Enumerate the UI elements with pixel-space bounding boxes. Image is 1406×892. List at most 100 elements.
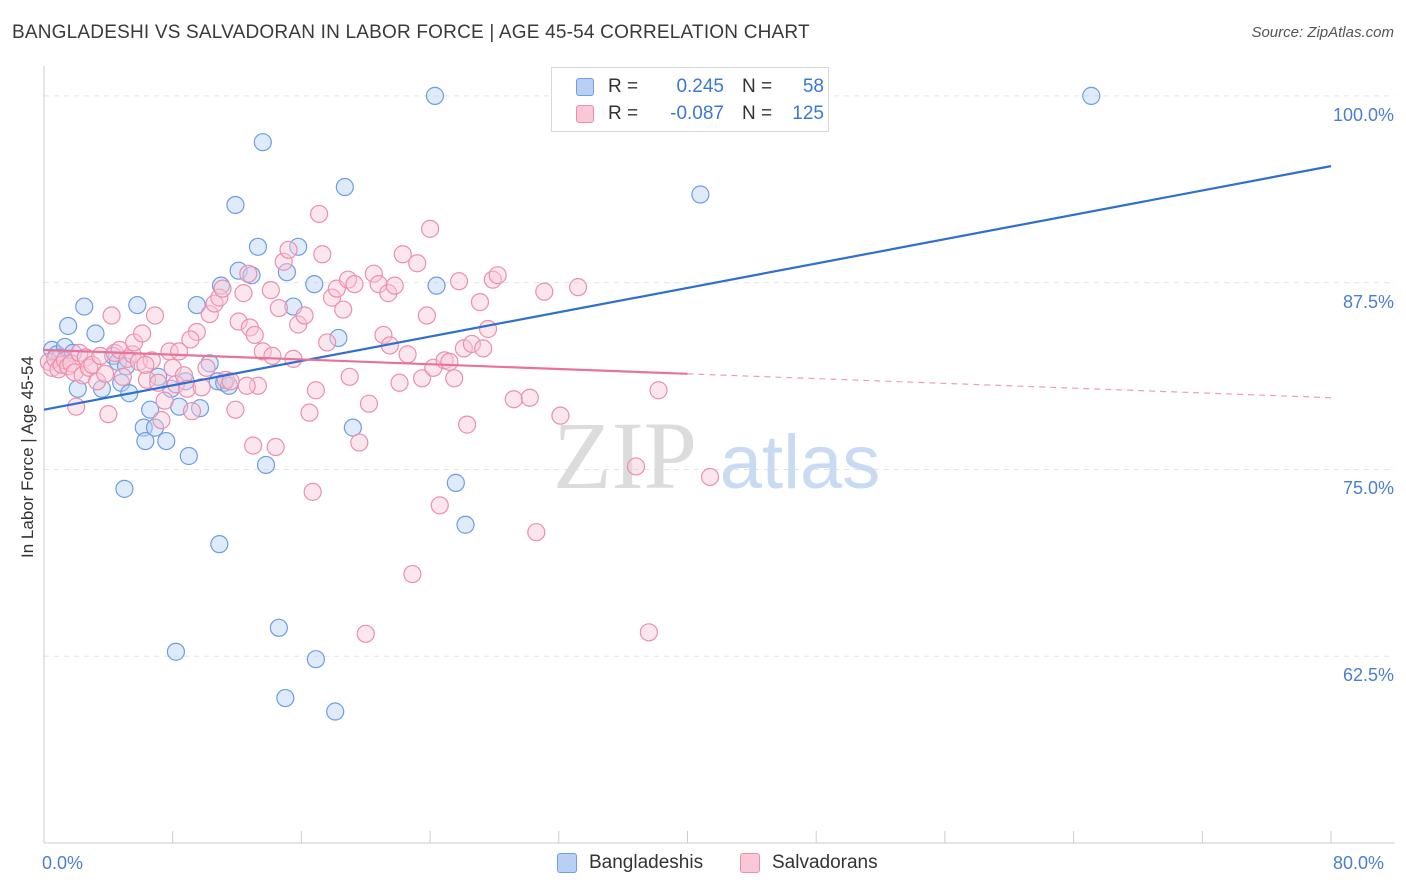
legend-swatch-salvadorans — [740, 853, 760, 873]
point-salvadorans — [253, 342, 272, 361]
legend-swatch-bangladeshis — [557, 853, 577, 873]
point-salvadorans — [374, 325, 393, 345]
point-bangladeshis — [276, 688, 295, 708]
point-bangladeshis — [326, 702, 345, 721]
point-salvadorans — [390, 373, 409, 392]
legend-item-salvadorans[interactable]: Salvadorans — [740, 852, 878, 874]
point-salvadorans — [359, 394, 379, 413]
point-bangladeshis — [86, 324, 105, 343]
legend-item-bangladeshis[interactable]: Bangladeshis — [557, 852, 703, 874]
point-salvadorans — [364, 264, 383, 283]
point-salvadorans — [269, 298, 288, 318]
point-bangladeshis — [1082, 86, 1101, 105]
trend-line-salvadorans — [43, 348, 688, 375]
y-tick-label: 100.0% — [1332, 104, 1394, 125]
point-salvadorans — [244, 436, 263, 455]
point-salvadorans — [379, 284, 398, 303]
point-bangladeshis — [226, 195, 245, 215]
point-salvadorans — [234, 284, 253, 303]
point-salvadorans — [182, 402, 202, 421]
point-salvadorans — [398, 345, 417, 364]
chart-title: BANGLADESHI VS SALVADORAN IN LABOR FORCE… — [12, 22, 810, 43]
watermark-atlas: atlas — [720, 420, 881, 505]
point-salvadorans — [322, 288, 342, 307]
point-bangladeshis — [59, 316, 78, 336]
point-bangladeshis — [456, 515, 475, 534]
point-salvadorans — [639, 623, 658, 642]
point-bangladeshis — [277, 263, 297, 282]
point-salvadorans — [145, 306, 165, 325]
point-bangladeshis — [256, 455, 276, 475]
point-bangladeshis — [343, 418, 362, 437]
point-salvadorans — [300, 403, 319, 422]
watermark-zip: ZIP — [553, 402, 697, 509]
point-salvadorans — [458, 415, 477, 434]
point-bangladeshis — [305, 275, 324, 294]
point-bangladeshis — [691, 185, 710, 204]
legend-swatch-salvadorans — [576, 105, 594, 123]
y-axis-label: In Labor Force | Age 45-54 — [18, 356, 37, 558]
point-salvadorans — [152, 411, 171, 430]
point-salvadorans — [309, 204, 329, 224]
point-salvadorans — [430, 496, 449, 515]
point-salvadorans — [181, 330, 200, 349]
point-bangladeshis — [427, 276, 446, 295]
point-salvadorans — [626, 457, 646, 476]
watermark: ZIP atlas — [553, 402, 880, 509]
point-bangladeshis — [128, 295, 147, 315]
point-salvadorans — [478, 319, 498, 339]
point-salvadorans — [261, 281, 280, 300]
point-salvadorans — [197, 358, 216, 377]
point-salvadorans — [187, 322, 206, 342]
point-bangladeshis — [141, 400, 160, 419]
x-tick-label-min: 0.0% — [42, 853, 84, 873]
axes — [43, 66, 1395, 844]
y-tick-label: 62.5% — [1342, 665, 1394, 686]
point-salvadorans — [403, 564, 422, 584]
point-salvadorans — [318, 333, 337, 352]
point-salvadorans — [133, 324, 152, 343]
point-salvadorans — [295, 306, 314, 325]
point-salvadorans — [155, 391, 174, 410]
point-salvadorans — [474, 339, 493, 358]
legend-n-value: 58 — [802, 76, 824, 97]
point-salvadorans — [178, 379, 197, 398]
point-salvadorans — [313, 245, 332, 264]
point-salvadorans — [449, 272, 469, 291]
point-bangladeshis — [215, 373, 234, 392]
point-salvadorans — [96, 364, 115, 383]
point-salvadorans — [102, 306, 121, 325]
point-bangladeshis — [306, 650, 325, 669]
legend-swatch-bangladeshis — [576, 78, 594, 96]
point-bangladeshis — [248, 237, 268, 256]
point-bangladeshis — [75, 297, 94, 316]
point-salvadorans — [306, 381, 325, 400]
point-salvadorans — [334, 300, 353, 319]
point-salvadorans — [67, 397, 86, 416]
series-legend: Bangladeshis Salvadorans — [0, 852, 1406, 878]
point-salvadorans — [226, 400, 245, 419]
data-points — [39, 86, 1101, 721]
legend-r-value: 0.245 — [676, 76, 724, 97]
gridlines — [44, 95, 1395, 657]
point-bangladeshis — [115, 479, 134, 498]
point-salvadorans — [551, 406, 570, 425]
point-salvadorans — [289, 315, 308, 334]
legend-label-bangladeshis: Bangladeshis — [589, 852, 704, 873]
point-salvadorans — [213, 279, 232, 298]
point-salvadorans — [274, 252, 293, 271]
point-salvadorans — [263, 346, 282, 365]
point-salvadorans — [79, 358, 99, 377]
legend-label-salvadorans: Salvadorans — [772, 852, 878, 873]
point-salvadorans — [200, 304, 219, 324]
point-salvadorans — [700, 467, 720, 487]
trend-line-extension-salvadorans — [687, 373, 1332, 399]
legend-r-label: R = — [608, 103, 639, 124]
point-salvadorans — [445, 369, 464, 388]
correlation-legend: R = 0.245 N = 58 R = -0.087 N = 125 — [551, 67, 829, 132]
point-bangladeshis — [187, 295, 206, 315]
point-bangladeshis — [136, 431, 155, 451]
point-salvadorans — [76, 348, 95, 367]
point-salvadorans — [417, 306, 436, 325]
